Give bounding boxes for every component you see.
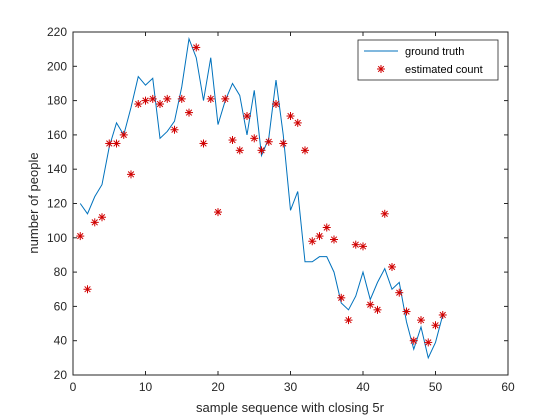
data-point [417,316,425,324]
data-point [272,100,280,108]
y-tick-label: 140 [47,162,67,176]
x-tick-label: 0 [70,380,77,394]
data-point [120,131,128,139]
data-point [105,139,113,147]
data-point [236,146,244,154]
data-point [323,224,331,232]
legend-label-ground-truth: ground truth [405,46,464,58]
data-point [279,139,287,147]
data-point [214,208,222,216]
y-tick-label: 80 [54,265,68,279]
data-point [156,100,164,108]
data-point [432,321,440,329]
data-point [352,241,360,249]
data-point [403,308,411,316]
y-tick-label: 160 [47,128,67,142]
y-axis-label: number of people [26,152,41,253]
data-point [243,112,251,120]
data-point [84,285,92,293]
data-point [113,139,121,147]
data-point [345,316,353,324]
legend-asterisk-icon [377,65,385,73]
x-tick-label: 50 [429,380,443,394]
y-tick-label: 100 [47,231,67,245]
data-point [424,338,432,346]
legend-label-estimated-count: estimated count [405,64,483,76]
y-tick-label: 200 [47,59,67,73]
data-point [221,95,229,103]
x-tick-label: 10 [139,380,153,394]
x-tick-label: 60 [501,380,515,394]
data-point [294,119,302,127]
data-point [359,242,367,250]
y-tick-label: 180 [47,94,67,108]
x-axis-label: sample sequence with closing 5r [196,400,385,415]
data-point [308,237,316,245]
y-tick-label: 120 [47,197,67,211]
data-point [250,134,258,142]
data-point [171,126,179,134]
data-point [366,301,374,309]
data-point [127,170,135,178]
data-point [388,263,396,271]
data-point [301,146,309,154]
data-point [207,95,215,103]
legend: ground truth estimated count [358,40,498,80]
data-point [149,95,157,103]
y-tick-label: 20 [54,368,68,382]
data-point [76,232,84,240]
data-point [337,294,345,302]
data-point [185,109,193,117]
data-point [91,218,99,226]
data-point [265,138,273,146]
x-tick-label: 40 [356,380,370,394]
plot-area [73,32,508,375]
data-point [200,139,208,147]
data-point [330,236,338,244]
data-point [229,136,237,144]
legend-marker-swatch [377,65,385,73]
data-point [142,97,150,105]
data-point [134,100,142,108]
y-tick-label: 220 [47,25,67,39]
x-tick-label: 20 [211,380,225,394]
data-point [98,213,106,221]
data-point [163,95,171,103]
data-point [381,210,389,218]
data-point [178,95,186,103]
data-point [410,337,418,345]
data-point [395,289,403,297]
data-point [439,311,447,319]
y-tick-label: 60 [54,299,68,313]
data-point [192,43,200,51]
y-tick-label: 40 [54,334,68,348]
data-point [374,306,382,314]
x-tick-label: 30 [284,380,298,394]
data-point [287,112,295,120]
data-point [258,146,266,154]
data-point [316,232,324,240]
